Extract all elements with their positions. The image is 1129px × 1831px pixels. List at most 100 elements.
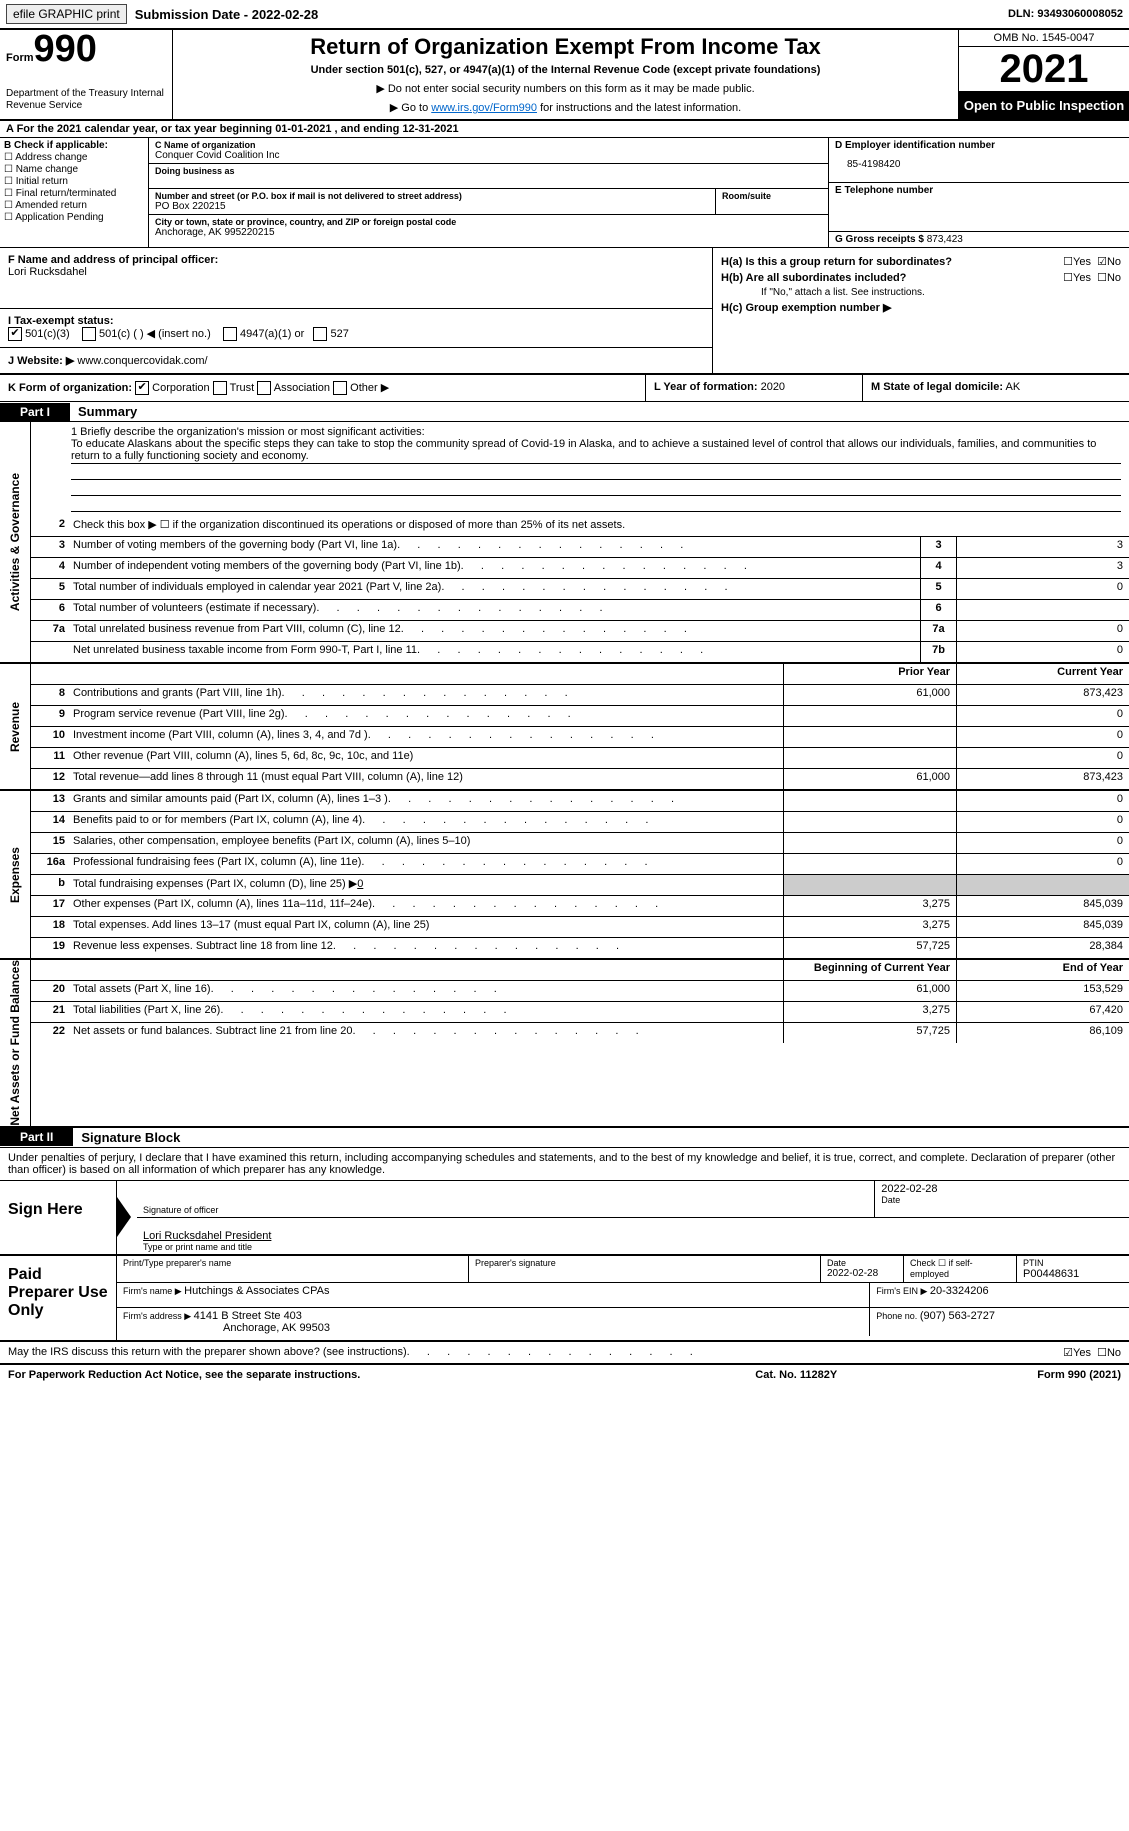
firm-name-label: Firm's name ▶ bbox=[123, 1286, 182, 1296]
line15-p bbox=[783, 833, 956, 853]
chk-initial-label: Initial return bbox=[16, 176, 68, 187]
line19-c: 28,384 bbox=[956, 938, 1129, 958]
opt-other: Other ▶ bbox=[350, 382, 389, 394]
phone-label: E Telephone number bbox=[835, 185, 1123, 196]
part2-heading: Signature Block bbox=[73, 1128, 188, 1147]
firm-addr1: 4141 B Street Ste 403 bbox=[194, 1310, 302, 1322]
line13-p bbox=[783, 791, 956, 811]
dba-label: Doing business as bbox=[155, 166, 822, 176]
efile-button[interactable]: efile GRAPHIC print bbox=[6, 4, 127, 24]
submission-date: Submission Date - 2022-02-28 bbox=[135, 7, 319, 22]
check-self: Check ☐ if self-employed bbox=[910, 1258, 1010, 1279]
org-name-cell: C Name of organization Conquer Covid Coa… bbox=[149, 138, 828, 164]
k-label: K Form of organization: bbox=[8, 382, 132, 394]
l-label: L Year of formation: bbox=[654, 381, 758, 393]
line8-p: 61,000 bbox=[783, 685, 956, 705]
line9-c: 0 bbox=[956, 706, 1129, 726]
line9-p bbox=[783, 706, 956, 726]
may-no: No bbox=[1107, 1347, 1121, 1359]
line16a-desc: Professional fundraising fees (Part IX, … bbox=[69, 854, 783, 874]
m-label: M State of legal domicile: bbox=[871, 381, 1003, 393]
opt-527: 527 bbox=[330, 328, 348, 340]
line8-desc: Contributions and grants (Part VIII, lin… bbox=[69, 685, 783, 705]
governance-block: Activities & Governance 1 Briefly descri… bbox=[0, 422, 1129, 664]
chk-address[interactable]: ☐ Address change bbox=[4, 152, 144, 163]
row-a: A For the 2021 calendar year, or tax yea… bbox=[0, 121, 1129, 138]
line7b-val: 0 bbox=[956, 642, 1129, 662]
line7a-desc: Total unrelated business revenue from Pa… bbox=[69, 621, 920, 641]
j-value: www.conquercovidak.com/ bbox=[77, 355, 207, 367]
m-value: AK bbox=[1005, 381, 1020, 393]
chk-assoc[interactable] bbox=[257, 381, 271, 395]
ha-label: H(a) Is this a group return for subordin… bbox=[721, 256, 952, 268]
opt-assoc: Association bbox=[274, 382, 330, 394]
dba-cell: Doing business as bbox=[149, 164, 828, 189]
f-label: F Name and address of principal officer: bbox=[8, 254, 218, 266]
revenue-block: Revenue Prior YearCurrent Year 8Contribu… bbox=[0, 664, 1129, 791]
room-cell: Room/suite bbox=[716, 189, 828, 214]
line21-c: 67,420 bbox=[956, 1002, 1129, 1022]
org-name-label: C Name of organization bbox=[155, 140, 822, 150]
section-fh: F Name and address of principal officer:… bbox=[0, 248, 1129, 375]
mission-block: 1 Briefly describe the organization's mi… bbox=[31, 422, 1129, 516]
gross-cell: G Gross receipts $ 873,423 bbox=[829, 232, 1129, 247]
form-label: Form bbox=[6, 52, 34, 64]
chk-initial[interactable]: ☐ Initial return bbox=[4, 176, 144, 187]
line3-desc: Number of voting members of the governin… bbox=[69, 537, 920, 557]
chk-amended[interactable]: ☐ Amended return bbox=[4, 200, 144, 211]
hc-label: H(c) Group exemption number ▶ bbox=[721, 301, 891, 314]
j-website: J Website: ▶ www.conquercovidak.com/ bbox=[0, 348, 712, 373]
dln: DLN: 93493060008052 bbox=[1008, 8, 1123, 20]
line16a-p bbox=[783, 854, 956, 874]
form-title: Return of Organization Exempt From Incom… bbox=[179, 34, 952, 60]
declaration: Under penalties of perjury, I declare th… bbox=[0, 1148, 1129, 1181]
omb-number: OMB No. 1545-0047 bbox=[959, 30, 1129, 47]
chk-corp[interactable]: ✔ bbox=[135, 381, 149, 395]
j-label: J Website: ▶ bbox=[8, 355, 74, 367]
opt-501c3: 501(c)(3) bbox=[25, 328, 70, 340]
line19-p: 57,725 bbox=[783, 938, 956, 958]
may-yes: Yes bbox=[1073, 1347, 1091, 1359]
expenses-block: Expenses 13Grants and similar amounts pa… bbox=[0, 791, 1129, 960]
revenue-label: Revenue bbox=[0, 664, 31, 789]
line7a-val: 0 bbox=[956, 621, 1129, 641]
chk-501c3[interactable]: ✔ bbox=[8, 327, 22, 341]
line20-p: 61,000 bbox=[783, 981, 956, 1001]
chk-pending-label: Application Pending bbox=[15, 212, 103, 223]
form-header: Form990 Department of the Treasury Inter… bbox=[0, 30, 1129, 121]
line17-p: 3,275 bbox=[783, 896, 956, 916]
chk-final-label: Final return/terminated bbox=[16, 188, 117, 199]
chk-other[interactable] bbox=[333, 381, 347, 395]
chk-4947[interactable] bbox=[223, 327, 237, 341]
chk-527[interactable] bbox=[313, 327, 327, 341]
may-irs-row: May the IRS discuss this return with the… bbox=[0, 1342, 1129, 1365]
chk-amended-label: Amended return bbox=[15, 200, 87, 211]
chk-pending[interactable]: ☐ Application Pending bbox=[4, 212, 144, 223]
line12-c: 873,423 bbox=[956, 769, 1129, 789]
mission-text: To educate Alaskans about the specific s… bbox=[71, 438, 1121, 464]
line13-desc: Grants and similar amounts paid (Part IX… bbox=[69, 791, 783, 811]
sig-date-val: 2022-02-28 bbox=[881, 1183, 1123, 1195]
expenses-label: Expenses bbox=[0, 791, 31, 958]
paid-prep-row: Paid Preparer Use Only Print/Type prepar… bbox=[0, 1256, 1129, 1342]
footer: For Paperwork Reduction Act Notice, see … bbox=[0, 1365, 1129, 1385]
line17-c: 845,039 bbox=[956, 896, 1129, 916]
irs-link[interactable]: www.irs.gov/Form990 bbox=[431, 102, 537, 114]
prior-year-hdr: Prior Year bbox=[783, 664, 956, 684]
current-year-hdr: Current Year bbox=[956, 664, 1129, 684]
room-label: Room/suite bbox=[722, 191, 822, 201]
part1-header: Part I Summary bbox=[0, 402, 1129, 422]
line16b-val: 0 bbox=[357, 878, 363, 890]
date2-val: 2022-02-28 bbox=[827, 1268, 897, 1279]
line18-desc: Total expenses. Add lines 13–17 (must eq… bbox=[69, 917, 783, 937]
sub2: ▶ Do not enter social security numbers o… bbox=[179, 82, 952, 95]
chk-501c[interactable] bbox=[82, 327, 96, 341]
chk-final[interactable]: ☐ Final return/terminated bbox=[4, 188, 144, 199]
city: Anchorage, AK 995220215 bbox=[155, 227, 822, 238]
header-center: Return of Organization Exempt From Incom… bbox=[173, 30, 958, 119]
prep-phone: (907) 563-2727 bbox=[920, 1310, 995, 1322]
firm-ein: 20-3324206 bbox=[930, 1285, 989, 1297]
chk-trust[interactable] bbox=[213, 381, 227, 395]
chk-name[interactable]: ☐ Name change bbox=[4, 164, 144, 175]
firm-name: Hutchings & Associates CPAs bbox=[184, 1285, 329, 1297]
